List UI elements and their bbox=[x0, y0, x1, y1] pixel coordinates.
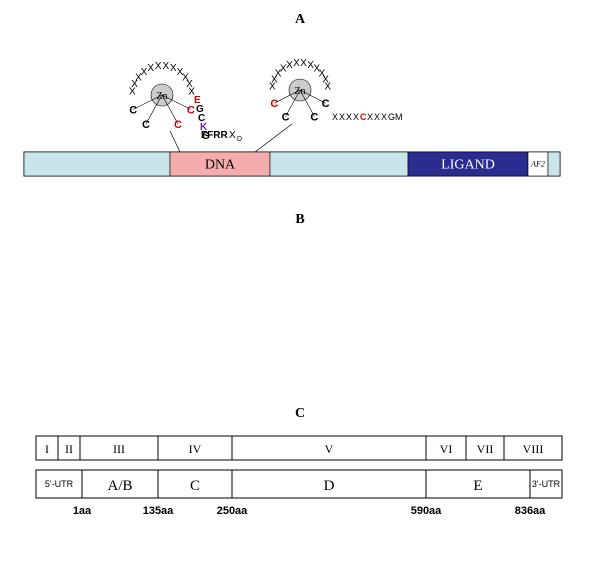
svg-text:135aa: 135aa bbox=[143, 505, 174, 517]
svg-text:3'-UTR: 3'-UTR bbox=[532, 479, 561, 489]
svg-text:590aa: 590aa bbox=[411, 505, 442, 517]
svg-text:I: I bbox=[45, 442, 49, 456]
svg-text:5'-UTR: 5'-UTR bbox=[45, 479, 74, 489]
panel-b-label: B bbox=[295, 212, 304, 228]
svg-text:IV: IV bbox=[189, 442, 202, 456]
svg-text:D: D bbox=[324, 478, 335, 494]
svg-text:E: E bbox=[473, 478, 482, 494]
svg-text:A/B: A/B bbox=[107, 478, 132, 494]
svg-text:V: V bbox=[325, 442, 334, 456]
panel-c-diagram: IIIIIIIVVVIVIIVIII5'-UTRA/BCDE3'-UTR1aa1… bbox=[0, 400, 600, 560]
svg-text:VI: VI bbox=[440, 442, 453, 456]
svg-text:VIII: VIII bbox=[523, 442, 544, 456]
panel-b-diagram: IIIIIIIVVVIVIIVIII38bp8,592bp>12,982bp2,… bbox=[0, 0, 600, 180]
svg-text:VII: VII bbox=[477, 442, 494, 456]
svg-text:III: III bbox=[113, 442, 125, 456]
svg-text:II: II bbox=[65, 442, 73, 456]
svg-text:C: C bbox=[190, 478, 200, 494]
svg-text:250aa: 250aa bbox=[217, 505, 248, 517]
svg-text:836aa: 836aa bbox=[515, 505, 546, 517]
svg-text:1aa: 1aa bbox=[73, 505, 92, 517]
